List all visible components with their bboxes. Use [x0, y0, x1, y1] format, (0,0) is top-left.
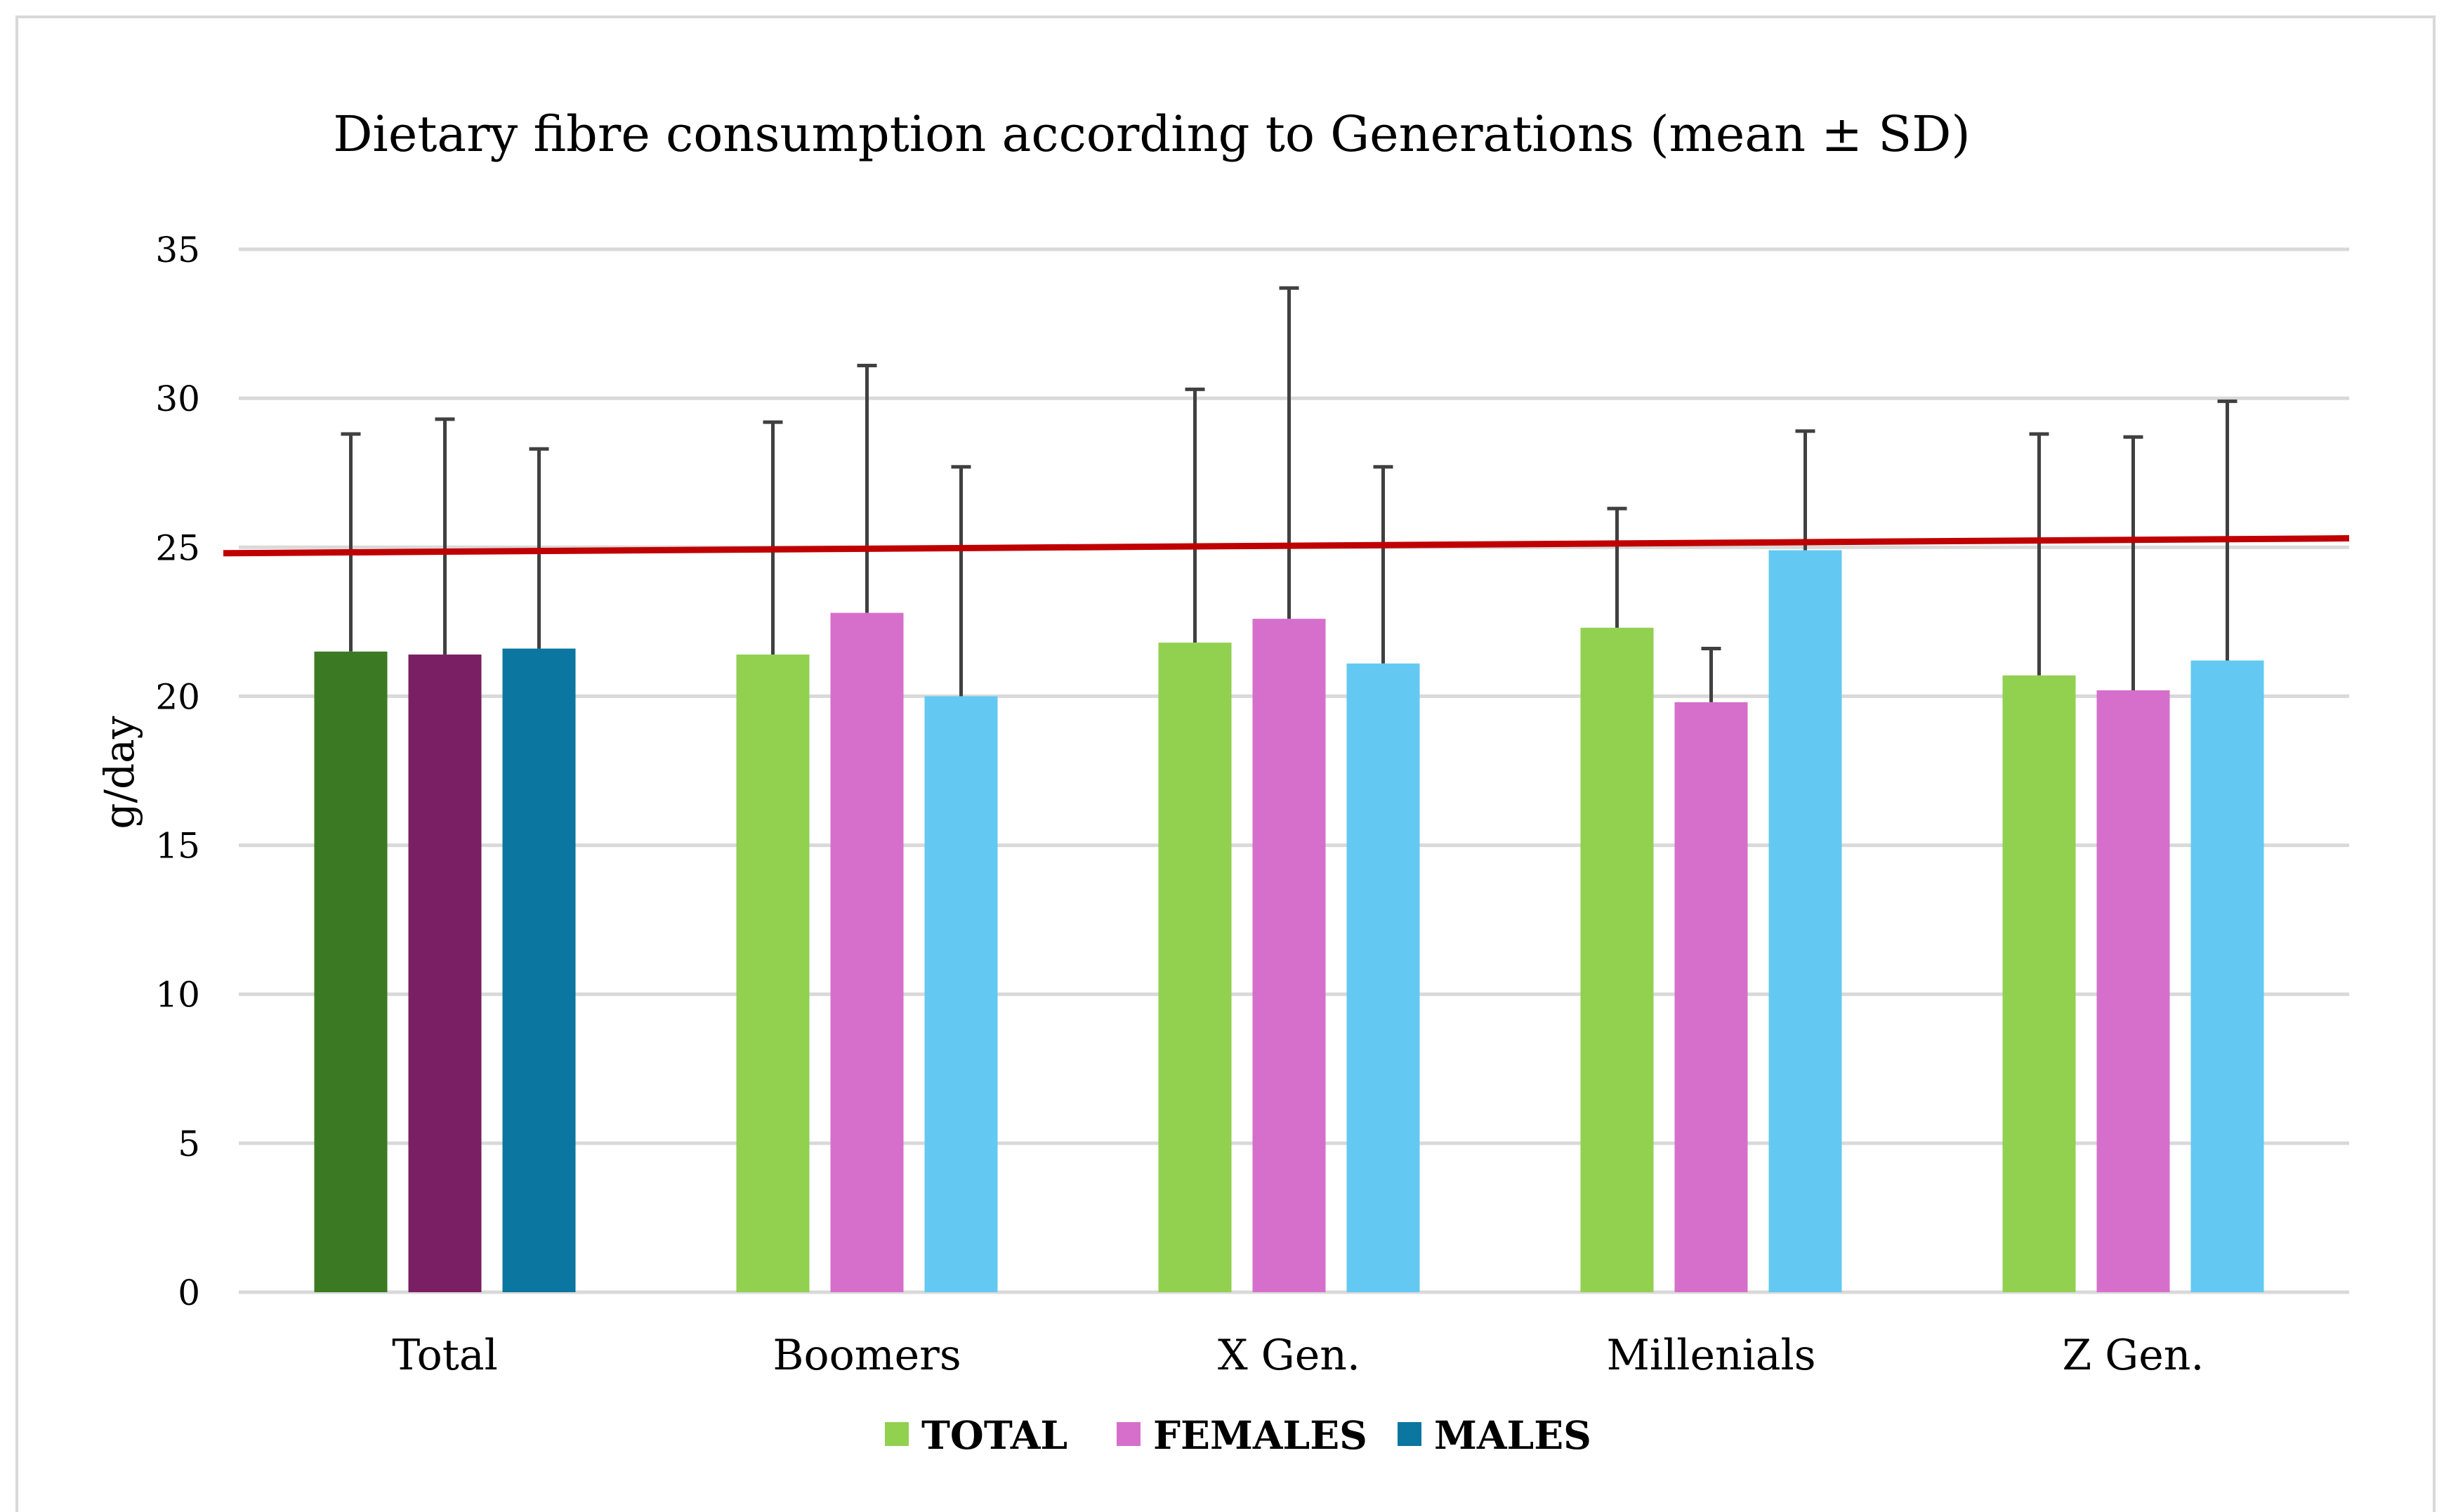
bar — [408, 655, 482, 1292]
error-bars — [341, 286, 2238, 702]
y-tick-label: 5 — [178, 1124, 200, 1164]
bar — [1674, 702, 1748, 1292]
y-tick-label: 20 — [155, 676, 200, 717]
x-axis-categories: Total Boomers X Gen. Millenials Z Gen. — [392, 1331, 2204, 1380]
legend-label: MALES — [1434, 1412, 1591, 1458]
bar — [2190, 660, 2264, 1292]
legend: TOTAL FEMALES MALES — [885, 1412, 1591, 1458]
y-tick-label: 30 — [155, 379, 200, 419]
reference-line-group — [223, 535, 2350, 557]
y-tick-label: 25 — [155, 527, 200, 568]
legend-swatch — [1398, 1422, 1421, 1446]
bar — [924, 696, 998, 1292]
bar — [1346, 663, 1420, 1292]
bar — [314, 651, 388, 1292]
y-tick-label: 10 — [155, 975, 200, 1015]
y-tick-label: 0 — [178, 1273, 200, 1313]
x-category-label: Millenials — [1606, 1331, 1815, 1380]
bar — [2002, 675, 2076, 1292]
legend-label: FEMALES — [1153, 1412, 1367, 1458]
chart-title: Dietary fibre consumption according to G… — [333, 105, 1970, 163]
bar — [2096, 690, 2170, 1292]
y-tick-label: 35 — [155, 230, 200, 270]
bar — [830, 612, 904, 1292]
y-tick-label: 15 — [155, 826, 200, 867]
y-axis-ticks: 0 5 10 15 20 25 30 35 — [155, 230, 200, 1313]
bar — [1252, 619, 1326, 1292]
legend-label: TOTAL — [921, 1412, 1067, 1458]
x-category-label: X Gen. — [1218, 1331, 1360, 1380]
bar — [1580, 627, 1654, 1292]
x-category-label: Z Gen. — [2063, 1331, 2204, 1380]
bar — [736, 655, 810, 1292]
bar — [1158, 643, 1232, 1292]
reference-line — [223, 535, 2350, 557]
legend-swatch — [1117, 1422, 1141, 1446]
x-category-label: Total — [392, 1331, 498, 1380]
x-category-label: Boomers — [773, 1331, 961, 1380]
bar — [1768, 550, 1842, 1292]
legend-swatch — [885, 1422, 909, 1446]
y-axis-label: g/day — [96, 716, 143, 829]
bars — [314, 550, 2264, 1292]
bar — [502, 648, 576, 1292]
